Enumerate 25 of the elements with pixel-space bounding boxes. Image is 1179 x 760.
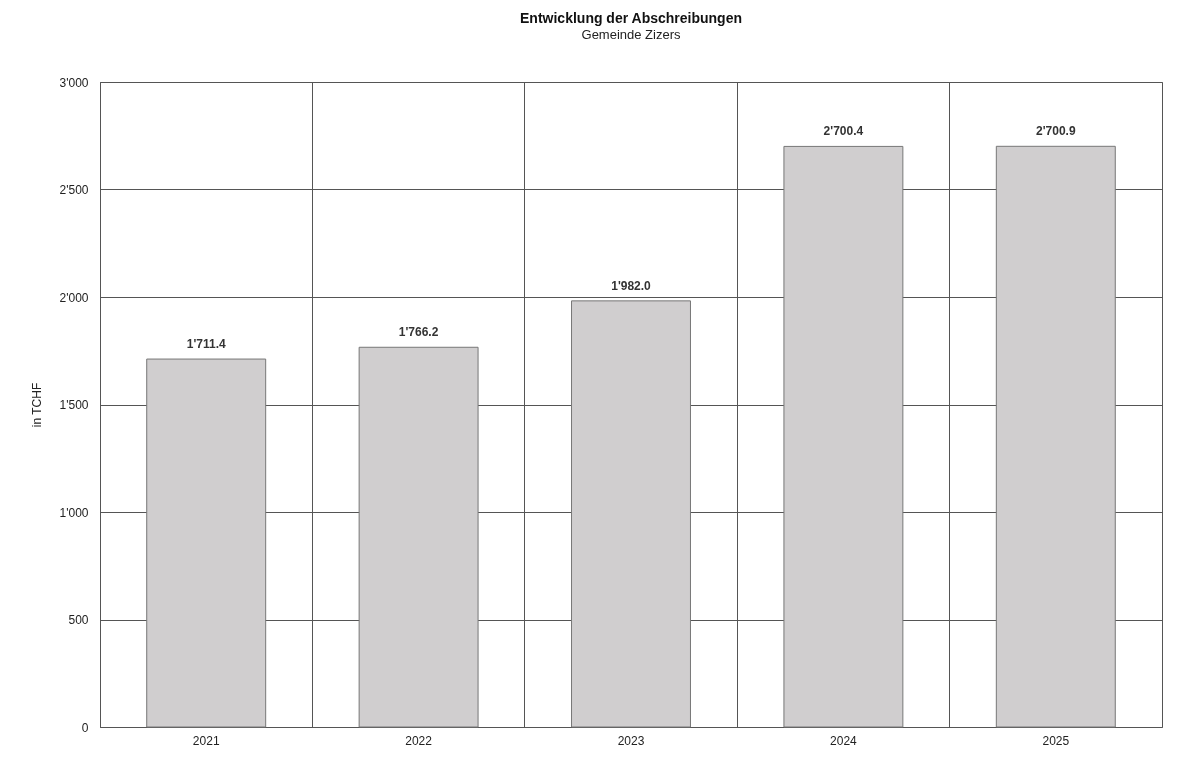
chart-title: Entwicklung der Abschreibungen xyxy=(520,10,742,26)
x-tick-label: 2025 xyxy=(1042,733,1070,748)
y-tick-label: 0 xyxy=(81,720,89,735)
x-tick-label: 2024 xyxy=(830,733,858,748)
x-tick-label: 2022 xyxy=(405,733,433,748)
bar xyxy=(358,346,479,728)
chart-subtitle: Gemeinde Zizers xyxy=(581,27,681,42)
y-tick-label: 500 xyxy=(68,613,89,627)
y-tick-label: 3'000 xyxy=(59,75,89,90)
bar xyxy=(783,145,904,728)
x-tick-label: 2023 xyxy=(617,733,645,748)
y-axis-title: in TCHF xyxy=(29,382,44,428)
y-tick-label: 1'500 xyxy=(59,398,89,412)
bar xyxy=(571,300,691,728)
data-label: 2'700.9 xyxy=(1036,124,1076,139)
bar xyxy=(146,358,267,728)
y-tick-label: 2'000 xyxy=(59,290,89,305)
x-tick-label: 2021 xyxy=(192,733,220,748)
data-label: 2'700.4 xyxy=(823,124,864,139)
y-tick-label: 2'500 xyxy=(59,183,89,197)
data-label: 1'711.4 xyxy=(186,337,226,352)
data-label: 1'982.0 xyxy=(611,278,652,293)
bar xyxy=(995,145,1116,728)
data-label: 1'766.2 xyxy=(398,325,439,340)
y-tick-label: 1'000 xyxy=(59,505,89,520)
